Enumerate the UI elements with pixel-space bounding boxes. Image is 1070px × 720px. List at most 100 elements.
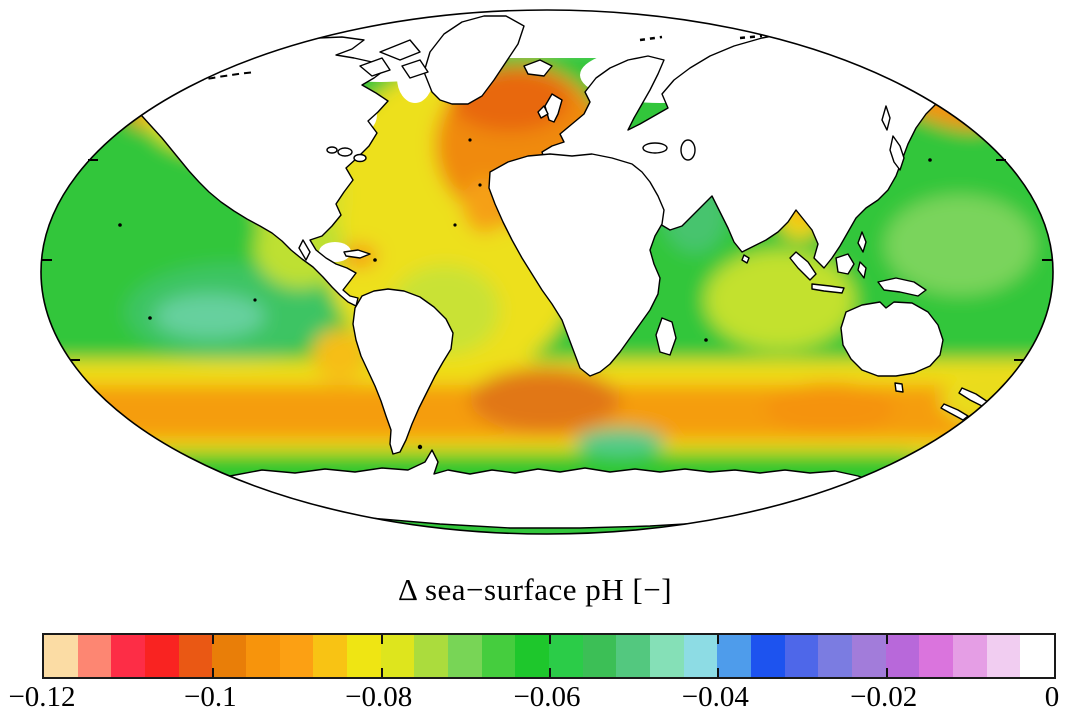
colorbar-segment (145, 635, 179, 677)
ocean-region-peru (312, 329, 368, 381)
colorbar-segment (380, 635, 415, 677)
ocean-region-epac-teal (155, 294, 265, 338)
land-sri-lanka (741, 254, 750, 264)
colorbar-tick-label: 0 (1044, 681, 1060, 713)
azores-dot (468, 138, 472, 142)
colorbar-segment (515, 635, 550, 677)
ocean-region-trop-indian (705, 250, 855, 350)
colorbar-segment (212, 635, 247, 677)
land-tasmania (894, 382, 904, 393)
land-south-america (352, 288, 454, 455)
pacific-island-dot-2 (928, 158, 932, 162)
colorbar-segment (77, 635, 112, 677)
colorbar-segment (347, 635, 381, 677)
pacific-island-dot-1 (148, 316, 152, 320)
colorbar-segment (751, 635, 785, 677)
land-borneo (835, 253, 855, 275)
ocean-region-wpac-light (885, 195, 1035, 295)
colorbar-tick-label: −0.06 (513, 681, 581, 713)
colorbar-segment (111, 635, 146, 677)
arctic-cap (41, 10, 1053, 58)
colorbar-tick-label: −0.04 (681, 681, 749, 713)
land-new-zealand-south (940, 403, 969, 421)
land-ireland (537, 105, 549, 119)
colorbar-tick-mark (212, 668, 215, 677)
small-islands (118, 138, 932, 450)
colorbar-segment (582, 635, 617, 677)
cape-verde-dot (453, 223, 457, 227)
colorbar-segment (885, 635, 920, 677)
world-map (40, 9, 1054, 535)
land-greenland (423, 15, 525, 105)
colorbar-segment (784, 635, 819, 677)
colorbar-tick-mark (380, 668, 383, 677)
colorbar-segment (481, 635, 516, 677)
land-australia (840, 301, 944, 377)
colorbar-segment (448, 635, 482, 677)
land-sakhalin (881, 105, 891, 131)
colorbar-tick-label: −0.12 (8, 681, 76, 713)
map-outline (40, 9, 1054, 535)
colorbar-tick-label: −0.1 (184, 681, 237, 713)
land-sumatra (789, 251, 817, 281)
colorbar-tick-mark (885, 668, 888, 677)
indian-island-dot (704, 338, 708, 342)
great-lake-1 (337, 147, 353, 157)
ocean-region-satl-dark (470, 368, 620, 432)
land-sulawesi (857, 261, 867, 279)
falklands-dot (417, 444, 423, 450)
colorbar-tick-label: −0.02 (850, 681, 918, 713)
land-philippines (857, 231, 867, 253)
land-arctic-island-3 (401, 59, 429, 79)
ocean-region-antarctic-teal (575, 428, 665, 456)
colorbar-segment (818, 635, 853, 677)
colorbar-segment (279, 635, 314, 677)
colorbar-tick-mark (549, 668, 551, 677)
colorbar-segment (852, 635, 886, 677)
colorbar-tick-mark (717, 635, 720, 644)
land-java (811, 283, 845, 294)
colorbar-tick-mark (717, 668, 720, 677)
ocean-region-sindian-orange (765, 382, 895, 434)
land-north-america (119, 36, 389, 307)
colorbar-tick-mark (212, 635, 215, 644)
colorbar-segment (246, 635, 280, 677)
arctic-islands-dashes (639, 34, 763, 42)
colorbar-tick-mark (549, 635, 551, 644)
galapagos-dot (253, 298, 257, 302)
land-arctic-island-1 (379, 39, 421, 61)
great-lake-2 (353, 153, 367, 163)
hispaniola-dot (373, 258, 377, 262)
colorbar-tick-label: −0.08 (345, 681, 413, 713)
colorbar-segment (1020, 635, 1055, 677)
colorbar-segment (44, 635, 78, 677)
colorbar-segment (616, 635, 651, 677)
land-masses (119, 15, 989, 529)
land-britain (544, 93, 563, 123)
land-cuba (343, 249, 371, 259)
colorbar-segment (313, 635, 348, 677)
colorbar-tick-labels: −0.12 −0.1 −0.08 −0.06 −0.04 −0.02 0 (8, 681, 1059, 717)
land-new-guinea (877, 277, 927, 297)
land-japan (889, 135, 905, 171)
colorbar-segment (953, 635, 987, 677)
land-arctic-island-2 (359, 57, 391, 77)
canary-dot (478, 183, 482, 187)
black-sea (642, 142, 668, 154)
colorbar-tick-mark (380, 635, 383, 644)
colorbar-segment (919, 635, 954, 677)
colorbar-segment (650, 635, 684, 677)
land-africa (488, 153, 665, 377)
colorbar-segment (986, 635, 1021, 677)
hawaii-dot (118, 223, 122, 227)
land-madagascar (655, 317, 677, 356)
colorbar-segment (683, 635, 718, 677)
graticule-ticks (42, 159, 1052, 361)
colorbar-segment (549, 635, 583, 677)
great-lake-3 (326, 146, 338, 154)
ocean-region-nz (940, 375, 1040, 425)
caspian-sea (680, 139, 696, 161)
colorbar-title: Δ sea−surface pH [−] (397, 572, 673, 607)
colorbar (42, 633, 1056, 679)
